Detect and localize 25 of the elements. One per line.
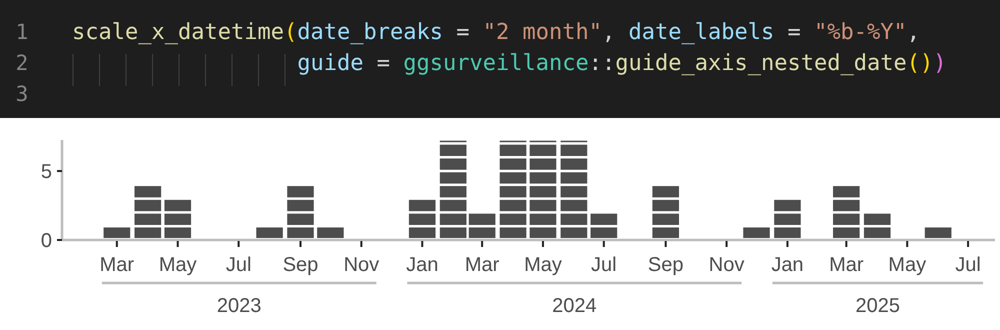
x-tick-label: Sep bbox=[282, 254, 318, 276]
x-tick-label: Mar bbox=[100, 254, 134, 276]
x-tick-label: Jan bbox=[406, 254, 438, 276]
text: 2023 bbox=[216, 295, 262, 317]
text: 1 bbox=[16, 20, 28, 44]
x-tick-label: Jul bbox=[955, 254, 981, 276]
x-tick-label: May bbox=[158, 254, 197, 276]
x-tick-label: Sep bbox=[648, 254, 684, 276]
x-tick-label: Mar bbox=[829, 254, 864, 276]
chart-subtitle: guide = ggsurveillance::guide_axis_nested_date()) bbox=[297, 51, 946, 76]
text: 3 bbox=[16, 82, 28, 106]
x-tick-label: Mar bbox=[464, 254, 500, 276]
x-tick-label: May bbox=[524, 254, 562, 276]
x-tick-label: Jul bbox=[226, 254, 252, 276]
x-tick-label: Jul bbox=[591, 254, 617, 276]
text: 2025 bbox=[856, 295, 900, 317]
x-tick-label: May bbox=[888, 254, 926, 276]
text: 2 bbox=[16, 51, 28, 75]
y-tick-label: 5 bbox=[40, 161, 52, 184]
text: 2024 bbox=[552, 295, 597, 317]
x-tick-label: Nov bbox=[344, 254, 380, 276]
y-tick-label: 0 bbox=[40, 230, 52, 252]
x-tick-label: Jan bbox=[771, 254, 804, 276]
chart-title: scale_x_datetime(date_breaks = "2 month", date_labels = "%b-%Y", bbox=[72, 20, 920, 45]
x-tick-label: Nov bbox=[708, 254, 744, 276]
